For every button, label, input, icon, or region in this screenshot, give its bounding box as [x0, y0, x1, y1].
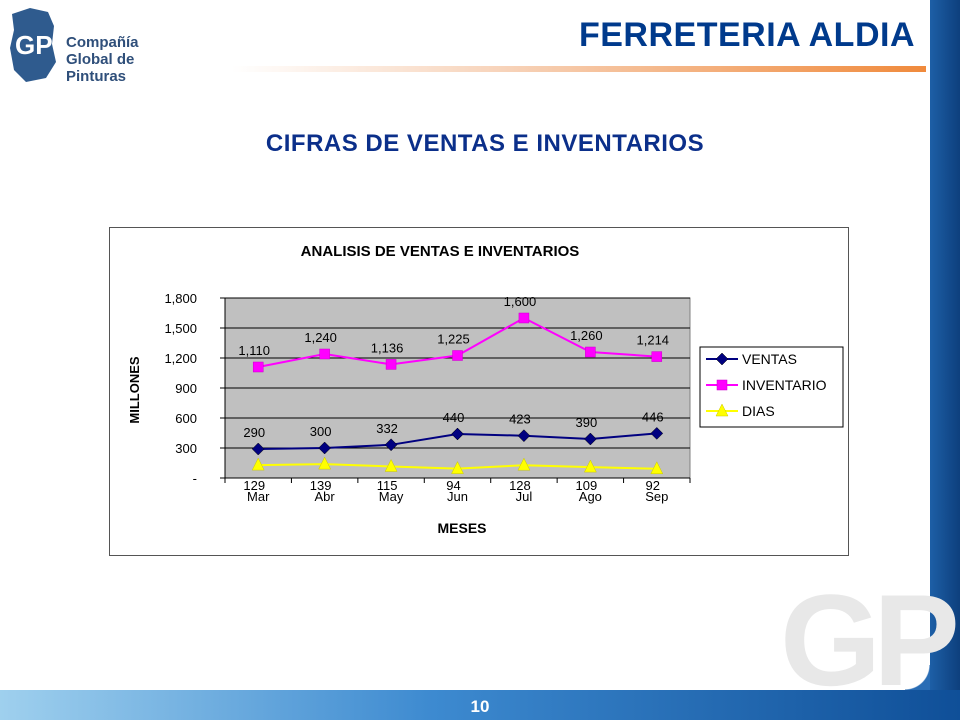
x-tick-label: May	[379, 489, 404, 504]
data-label-inventario: 1,214	[637, 333, 670, 348]
data-label-dias: 115	[377, 478, 398, 493]
data-label-ventas: 290	[243, 425, 265, 440]
legend-label-dias: DIAS	[742, 403, 775, 419]
legend-marker-inventario	[716, 379, 728, 391]
data-label-dias: 129	[243, 478, 265, 493]
y-tick-label: 1,800	[164, 291, 197, 306]
x-axis-ticks: Mar Abr May Jun Jul Ago Sep	[224, 477, 691, 504]
title-underline	[232, 66, 926, 72]
data-label-inventario: 1,600	[504, 294, 537, 309]
right-frame-bar	[930, 0, 960, 720]
legend-marker-ventas	[715, 352, 729, 366]
line-chart: ANALISIS DE VENTAS E INVENTARIOS - 300 600…	[127, 243, 844, 536]
data-point-ventas	[517, 429, 531, 443]
data-point-ventas	[584, 432, 597, 446]
logo-text: Compañía Global de Pinturas	[66, 34, 198, 85]
y-tick-label: 600	[175, 411, 197, 426]
x-axis-label: MESES	[437, 520, 486, 536]
data-label-inventario: 1,240	[304, 330, 337, 345]
data-point-ventas	[650, 427, 664, 440]
gp-watermark: GP	[780, 567, 960, 713]
logo-map-icon: GP	[10, 8, 56, 82]
x-tick-label: Jun	[447, 489, 468, 504]
data-point-inventario	[319, 348, 330, 360]
data-label-inventario: 1,110	[238, 343, 270, 358]
y-tick-label: 1,500	[164, 321, 197, 336]
logo-line-2: Global de Pinturas	[66, 51, 135, 85]
data-label-inventario: 1,260	[570, 328, 603, 343]
data-label-inventario: 1,136	[371, 340, 404, 355]
y-tick-label: 300	[175, 441, 197, 456]
section-title: CIFRAS DE VENTAS E INVENTARIOS	[265, 130, 705, 157]
data-label-ventas: 332	[376, 421, 398, 436]
bottom-frame-bar	[0, 690, 960, 720]
data-label-ventas: 440	[443, 410, 465, 425]
series-dias: 129 139 115 94 128 109 92	[243, 456, 664, 493]
data-label-dias: 128	[509, 478, 531, 493]
x-tick-label: Sep	[645, 489, 668, 504]
data-label-inventario: 1,225	[437, 332, 470, 347]
data-point-dias	[251, 457, 265, 471]
data-point-inventario	[518, 312, 530, 324]
y-tick-label: -	[193, 471, 197, 486]
data-label-dias: 92	[646, 478, 660, 493]
data-point-dias	[384, 458, 398, 472]
legend-marker-dias	[715, 403, 729, 417]
logo-initials: GP	[15, 30, 53, 60]
data-point-dias	[583, 459, 597, 473]
data-point-ventas	[251, 442, 265, 456]
data-point-inventario	[452, 350, 463, 361]
x-tick-label: Abr	[315, 489, 336, 504]
data-label-ventas: 446	[642, 409, 664, 424]
data-point-dias	[650, 461, 664, 475]
data-label-dias: 94	[446, 478, 460, 493]
chart-title: ANALISIS DE VENTAS E INVENTARIOS	[301, 243, 580, 260]
data-label-ventas: 423	[509, 412, 531, 427]
data-point-dias	[451, 461, 464, 474]
series-layer: 290 300 332 440 423 390 446 1,110 1,240 1,136 1,22…	[238, 294, 669, 493]
y-axis-ticks: - 300 600 900 1,200 1,500 1,800	[164, 291, 226, 486]
legend-label-ventas: VENTAS	[742, 351, 797, 367]
company-logo: GP Compañía Global de Pinturas	[8, 4, 198, 85]
y-axis-label: MILLONES	[127, 356, 142, 423]
data-point-inventario	[585, 346, 596, 358]
frame-corner	[905, 665, 930, 690]
data-point-ventas	[451, 427, 464, 441]
page-number: 10	[470, 697, 490, 716]
x-tick-label: Mar	[247, 489, 270, 504]
chart-container: ANALISIS DE VENTAS E INVENTARIOS - 300 600…	[109, 227, 849, 556]
data-label-ventas: 300	[310, 424, 332, 439]
y-tick-label: 1,200	[164, 351, 197, 366]
series-inventario: 1,110 1,240 1,136 1,225 1,600 1,260 1,214	[238, 294, 670, 373]
y-tick-label: 900	[175, 381, 197, 396]
series-ventas: 290 300 332 440 423 390 446	[243, 409, 664, 456]
data-label-dias: 139	[310, 478, 332, 493]
brand-title: FERRETERIA ALDIA	[578, 16, 915, 54]
legend-label-inventario: INVENTARIO	[742, 377, 827, 393]
data-point-ventas	[384, 438, 398, 452]
logo-line-1: Compañía	[66, 34, 139, 51]
data-point-dias	[517, 457, 531, 471]
data-label-dias: 109	[576, 478, 598, 493]
x-tick-label: Ago	[579, 489, 602, 504]
data-point-dias	[318, 456, 332, 470]
legend: VENTAS INVENTARIO DIAS	[699, 346, 844, 428]
data-point-ventas	[318, 441, 331, 455]
data-label-ventas: 390	[576, 415, 598, 430]
data-point-inventario	[651, 351, 663, 362]
data-point-inventario	[385, 359, 397, 370]
data-point-inventario	[252, 361, 264, 373]
x-tick-label: Jul	[516, 489, 533, 504]
